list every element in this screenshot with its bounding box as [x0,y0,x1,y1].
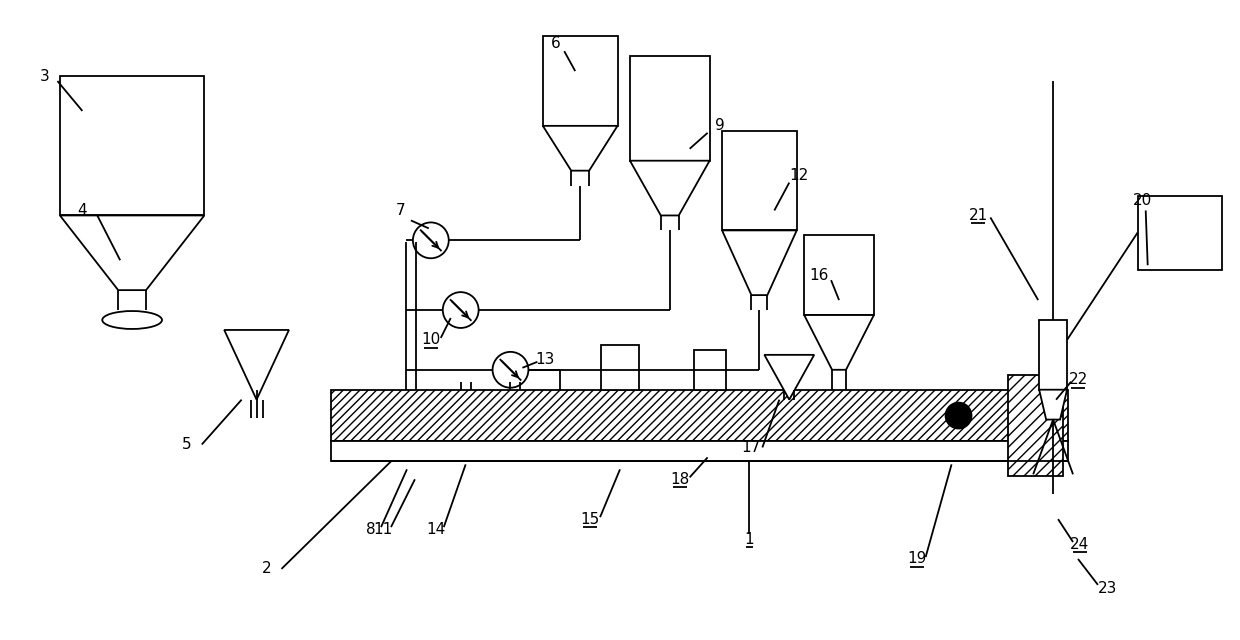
Polygon shape [722,131,797,230]
Ellipse shape [102,311,162,329]
Bar [1138,196,1223,270]
Text: 6: 6 [551,36,560,51]
Text: 5: 5 [182,437,192,452]
Polygon shape [805,315,874,370]
Bar [1008,375,1063,476]
Bar [331,390,1068,442]
Polygon shape [805,236,874,315]
Polygon shape [543,36,618,126]
Text: 15: 15 [580,511,600,527]
Circle shape [413,223,449,259]
Text: 16: 16 [810,268,828,283]
Text: 1: 1 [745,532,754,547]
Text: 12: 12 [790,168,808,183]
Text: 23: 23 [1099,581,1117,596]
Text: 20: 20 [1133,193,1152,208]
Text: 10: 10 [422,332,440,348]
Polygon shape [630,161,709,216]
Text: 4: 4 [78,203,87,218]
Text: 7: 7 [396,203,405,218]
Text: 24: 24 [1070,536,1090,552]
Text: 13: 13 [536,353,556,367]
Text: 14: 14 [427,522,445,536]
Text: 3: 3 [40,68,50,84]
Bar [1039,320,1068,390]
Text: 2: 2 [262,561,272,577]
Text: 9: 9 [714,118,724,133]
Circle shape [946,403,971,429]
Text: 19: 19 [906,552,926,566]
Bar [601,345,639,390]
Text: 22: 22 [1069,372,1087,387]
Polygon shape [764,355,815,399]
Text: 8: 8 [366,522,376,536]
Circle shape [492,352,528,388]
Polygon shape [630,56,709,161]
Bar [693,350,725,390]
Polygon shape [722,230,797,295]
Polygon shape [543,126,618,171]
Text: 18: 18 [670,472,689,487]
Circle shape [443,292,479,328]
Text: 17: 17 [742,440,761,455]
Polygon shape [60,216,205,290]
Polygon shape [224,330,289,399]
Text: 21: 21 [968,208,988,223]
Polygon shape [1039,390,1068,420]
Text: 11: 11 [373,522,393,536]
Bar [331,442,1068,461]
Polygon shape [60,76,205,216]
